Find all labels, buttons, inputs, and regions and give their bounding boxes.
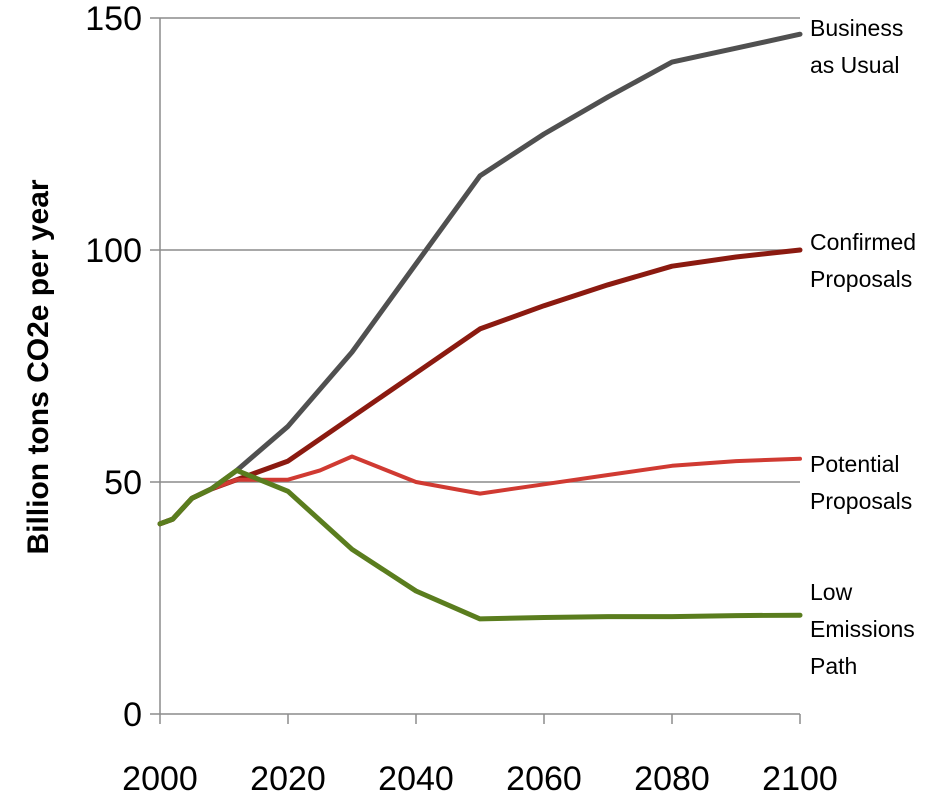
series-label-line: Emissions — [810, 616, 915, 642]
y-tick-label: 100 — [85, 232, 142, 270]
series-label-line: Confirmed — [810, 229, 916, 255]
x-tick-label: 2100 — [762, 760, 838, 794]
x-tick-label: 2000 — [122, 760, 198, 794]
series-label-line: as Usual — [810, 52, 899, 78]
y-tick-label: 0 — [123, 696, 142, 734]
series-label-line: Proposals — [810, 266, 912, 292]
series-label-low-emissions-path: Low Emissions Path — [810, 579, 915, 679]
series-label-line: Low — [810, 579, 853, 605]
series-label-business-as-usual: Business as Usual — [810, 15, 903, 78]
y-axis-title: Billion tons CO2e per year — [22, 179, 55, 554]
series-line-potential-proposals — [158, 454, 802, 526]
series-label-line: Path — [810, 653, 857, 679]
x-tick-label: 2020 — [250, 760, 326, 794]
y-tick-label: 50 — [104, 464, 142, 502]
series-label-line: Business — [810, 15, 903, 41]
series-line-business-as-usual — [157, 31, 803, 527]
x-tick-label: 2060 — [506, 760, 582, 794]
axis-layer: 0 50 100 150 2000 2020 2040 2060 2080 2100 — [85, 0, 838, 798]
series-line-low-emissions-path — [157, 467, 803, 622]
x-tick-label: 2040 — [378, 760, 454, 794]
x-tick-label: 2080 — [634, 760, 710, 794]
series-label-confirmed-proposals: Confirmed Proposals — [810, 229, 916, 292]
series-label-line: Proposals — [810, 488, 912, 514]
y-tick-label: 150 — [85, 0, 142, 38]
grid-layer — [160, 17, 800, 483]
series-label-line: Potential — [810, 451, 900, 477]
series-label-potential-proposals: Potential Proposals — [810, 451, 912, 514]
series-layer — [157, 31, 803, 622]
